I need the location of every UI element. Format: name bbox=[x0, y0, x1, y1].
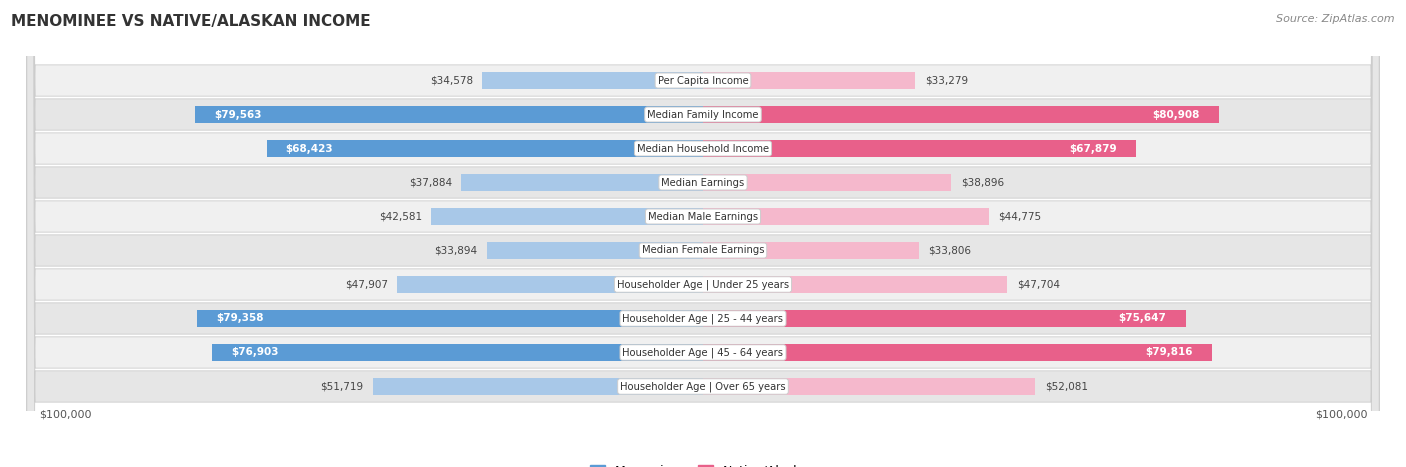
Text: $37,884: $37,884 bbox=[409, 177, 451, 188]
Text: Householder Age | 45 - 64 years: Householder Age | 45 - 64 years bbox=[623, 347, 783, 358]
Text: $38,896: $38,896 bbox=[960, 177, 1004, 188]
Text: Median Household Income: Median Household Income bbox=[637, 143, 769, 154]
Text: $79,358: $79,358 bbox=[217, 313, 263, 324]
Bar bbox=[703, 276, 1007, 293]
Text: $52,081: $52,081 bbox=[1045, 382, 1088, 391]
Bar bbox=[703, 241, 918, 259]
Bar bbox=[703, 344, 1212, 361]
Text: $44,775: $44,775 bbox=[998, 212, 1042, 221]
Text: $80,908: $80,908 bbox=[1153, 110, 1199, 120]
Text: Per Capita Income: Per Capita Income bbox=[658, 76, 748, 85]
Bar bbox=[461, 174, 703, 191]
Bar bbox=[267, 140, 703, 157]
Text: $68,423: $68,423 bbox=[285, 143, 333, 154]
FancyBboxPatch shape bbox=[27, 0, 1379, 467]
Bar bbox=[398, 276, 703, 293]
Bar bbox=[703, 106, 1219, 123]
Text: $79,816: $79,816 bbox=[1146, 347, 1194, 357]
Text: Source: ZipAtlas.com: Source: ZipAtlas.com bbox=[1277, 14, 1395, 24]
Text: $47,704: $47,704 bbox=[1017, 279, 1060, 290]
Text: Householder Age | 25 - 44 years: Householder Age | 25 - 44 years bbox=[623, 313, 783, 324]
Text: $76,903: $76,903 bbox=[232, 347, 278, 357]
FancyBboxPatch shape bbox=[27, 0, 1379, 467]
FancyBboxPatch shape bbox=[27, 0, 1379, 467]
Bar bbox=[703, 378, 1035, 396]
Text: Median Female Earnings: Median Female Earnings bbox=[641, 246, 765, 255]
FancyBboxPatch shape bbox=[27, 0, 1379, 467]
FancyBboxPatch shape bbox=[27, 0, 1379, 467]
Text: $100,000: $100,000 bbox=[1315, 410, 1367, 420]
Legend: Menominee, Native/Alaskan: Menominee, Native/Alaskan bbox=[585, 460, 821, 467]
Bar bbox=[432, 208, 703, 226]
FancyBboxPatch shape bbox=[27, 0, 1379, 467]
Text: $75,647: $75,647 bbox=[1119, 313, 1167, 324]
FancyBboxPatch shape bbox=[27, 0, 1379, 467]
Text: $100,000: $100,000 bbox=[39, 410, 91, 420]
Bar bbox=[197, 310, 703, 327]
Text: $34,578: $34,578 bbox=[430, 76, 472, 85]
Text: $51,719: $51,719 bbox=[321, 382, 364, 391]
Bar bbox=[703, 140, 1136, 157]
Bar bbox=[703, 174, 950, 191]
Bar bbox=[373, 378, 703, 396]
Text: Median Male Earnings: Median Male Earnings bbox=[648, 212, 758, 221]
Bar bbox=[482, 71, 703, 89]
Text: $47,907: $47,907 bbox=[344, 279, 388, 290]
Text: Householder Age | Under 25 years: Householder Age | Under 25 years bbox=[617, 279, 789, 290]
Text: $33,894: $33,894 bbox=[434, 246, 477, 255]
Bar bbox=[212, 344, 703, 361]
Text: $79,563: $79,563 bbox=[215, 110, 262, 120]
FancyBboxPatch shape bbox=[27, 0, 1379, 467]
Bar bbox=[195, 106, 703, 123]
Text: $42,581: $42,581 bbox=[378, 212, 422, 221]
Text: Median Earnings: Median Earnings bbox=[661, 177, 745, 188]
Text: MENOMINEE VS NATIVE/ALASKAN INCOME: MENOMINEE VS NATIVE/ALASKAN INCOME bbox=[11, 14, 371, 29]
FancyBboxPatch shape bbox=[27, 0, 1379, 467]
Bar bbox=[486, 241, 703, 259]
Text: $33,806: $33,806 bbox=[928, 246, 972, 255]
Text: Householder Age | Over 65 years: Householder Age | Over 65 years bbox=[620, 381, 786, 392]
Bar bbox=[703, 71, 915, 89]
Bar bbox=[703, 208, 988, 226]
Bar bbox=[703, 310, 1185, 327]
Text: $67,879: $67,879 bbox=[1069, 143, 1116, 154]
FancyBboxPatch shape bbox=[27, 0, 1379, 467]
Text: Median Family Income: Median Family Income bbox=[647, 110, 759, 120]
Text: $33,279: $33,279 bbox=[925, 76, 967, 85]
